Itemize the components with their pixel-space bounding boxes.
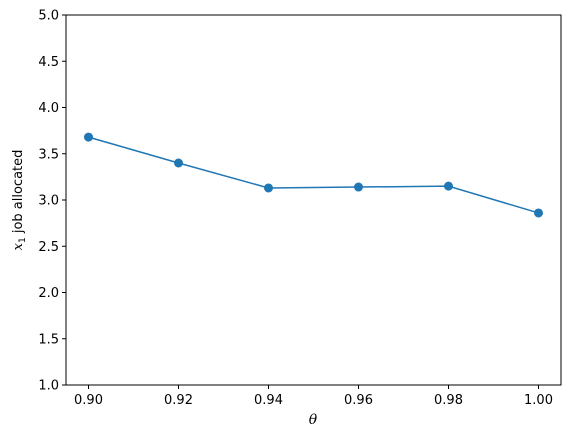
y-axis: 1.0 1.5 2.0 2.5 3.0 3.5 4.0 4.5 5.0: [38, 9, 66, 394]
x-tick-label: 0.94: [254, 393, 283, 408]
y-tick-label: 2.0: [38, 286, 59, 301]
x-axis: 0.90 0.92 0.94 0.96 0.98 1.00: [74, 385, 553, 408]
y-tick-label: 4.5: [38, 55, 59, 70]
x-tick-label: 0.96: [344, 393, 373, 408]
series-line: [88, 136, 539, 214]
x-tick-label: 0.90: [74, 393, 103, 408]
data-point: [444, 181, 453, 191]
data-point: [534, 208, 543, 218]
x-tick-label: 0.92: [164, 393, 193, 408]
y-axis-label-var: x: [11, 242, 26, 250]
data-point: [264, 183, 273, 193]
data-point: [84, 132, 93, 142]
y-tick-label: 1.5: [38, 332, 59, 347]
y-axis-label-suffix: job allocated: [11, 150, 26, 238]
plot-frame: [65, 14, 562, 386]
y-tick-label: 3.5: [38, 147, 59, 162]
y-axis-label: x1 job allocated: [11, 150, 28, 251]
x-tick-label: 0.98: [434, 393, 463, 408]
y-axis-label-subscript: 1: [18, 237, 28, 243]
y-tick-label: 2.5: [38, 240, 59, 255]
data-point: [174, 158, 183, 168]
plot-area: [66, 15, 561, 385]
data-point: [354, 182, 363, 192]
y-tick-label: 5.0: [38, 9, 59, 24]
y-tick-label: 4.0: [38, 101, 59, 116]
x-tick-label: 1.00: [524, 393, 553, 408]
x-axis-label: θ: [309, 412, 318, 428]
y-tick-label: 1.0: [38, 379, 59, 394]
y-tick-label: 3.0: [38, 194, 59, 209]
series-layer: [84, 132, 543, 218]
